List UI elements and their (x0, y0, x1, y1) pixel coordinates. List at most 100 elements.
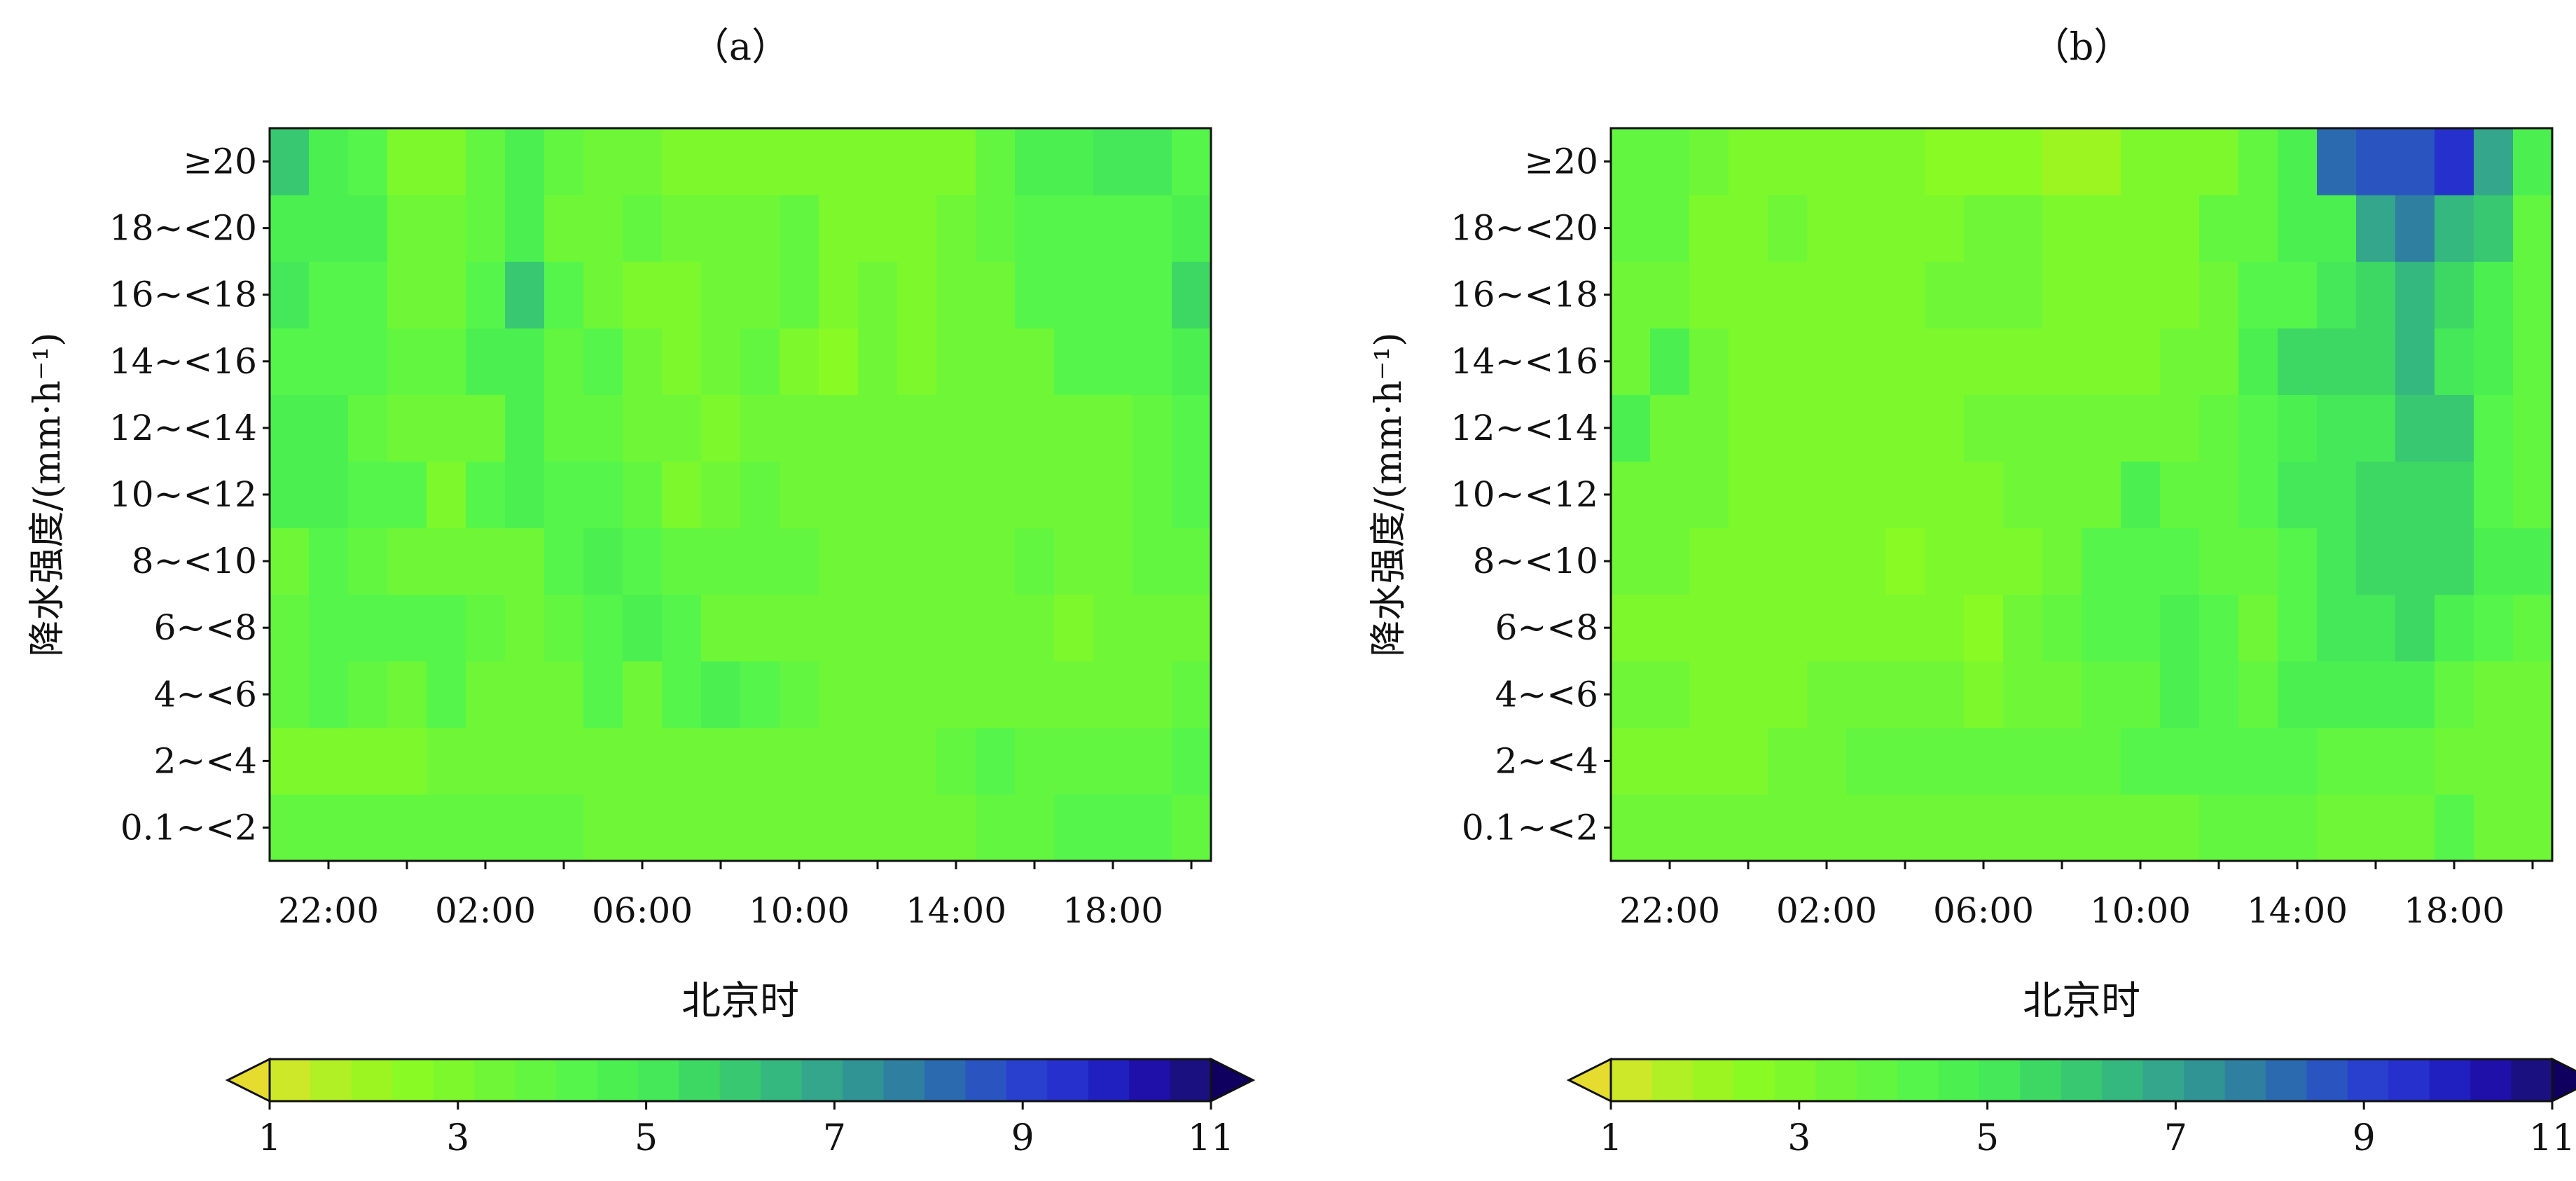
colorbar-bin (2102, 1059, 2144, 1101)
heatmap-cell (1768, 261, 1808, 329)
heatmap-cell (780, 461, 819, 529)
colorbar-bin (1006, 1059, 1048, 1101)
heatmap-cell (583, 794, 623, 862)
y-tick-label: 8~<10 (1473, 541, 1598, 581)
heatmap-cell (2160, 794, 2200, 862)
heatmap-cell (1964, 794, 2004, 862)
heatmap-cell (1807, 195, 1847, 262)
x-tick-label: 18:00 (1062, 890, 1163, 931)
heatmap-cell (1768, 394, 1808, 462)
heatmap-cell (701, 594, 741, 662)
heatmap-cell (544, 661, 584, 728)
heatmap-cell (1611, 394, 1651, 462)
x-tick-label: 06:00 (1933, 890, 2034, 931)
heatmap-cell (387, 661, 427, 728)
heatmap-cell (1611, 328, 1651, 395)
heatmap-cell (1807, 527, 1847, 595)
heatmap-cell (976, 394, 1016, 462)
colorbar-bin (1979, 1059, 2021, 1101)
heatmap-cell (387, 594, 427, 662)
heatmap-cell (1846, 394, 1886, 462)
heatmap-cell (1133, 394, 1172, 462)
heatmap-cell (936, 328, 976, 395)
heatmap-cell (1611, 527, 1651, 595)
heatmap-cell (309, 794, 349, 862)
heatmap-cell (662, 394, 702, 462)
heatmap-cell (544, 394, 584, 462)
heatmap-cell (466, 128, 506, 195)
heatmap-cell (897, 128, 937, 195)
colorbar-bin (1733, 1059, 1775, 1101)
heatmap-cell (662, 128, 702, 195)
heatmap-cell (2395, 394, 2435, 462)
heatmap-cell (897, 261, 937, 329)
heatmap-cell (1054, 195, 1094, 262)
colorbar-bin (761, 1059, 803, 1101)
colorbar-bin (351, 1059, 393, 1101)
heatmap-cell (270, 727, 310, 795)
heatmap-cell (1015, 727, 1055, 795)
colorbar-tick-label: 3 (1787, 1117, 1810, 1159)
heatmap-cell (1054, 794, 1094, 862)
heatmap-cell (1172, 261, 1212, 329)
heatmap-cell (1846, 794, 1886, 862)
heatmap-cell (1807, 328, 1847, 395)
heatmap-cell (1689, 794, 1729, 862)
heatmap-cell (2082, 727, 2121, 795)
heatmap-cell (2199, 527, 2239, 595)
heatmap-cell (387, 394, 427, 462)
heatmap-cell (1964, 261, 2004, 329)
heatmap-cell (858, 328, 898, 395)
heatmap-cell (819, 661, 859, 728)
heatmap-cell (858, 261, 898, 329)
heatmap-cell (2199, 727, 2239, 795)
heatmap-cell (583, 261, 623, 329)
heatmap-cell (505, 461, 545, 529)
heatmap-cell (2317, 461, 2357, 529)
heatmap-cells (1611, 128, 2553, 862)
heatmap-cell (1054, 727, 1094, 795)
x-tick-label: 14:00 (906, 890, 1006, 931)
y-axis-label: 降水强度/(mm·h⁻¹) (1368, 332, 1410, 656)
heatmap-cell (976, 661, 1016, 728)
heatmap-cell (505, 794, 545, 862)
heatmap-cell (1093, 195, 1133, 262)
heatmap-cell (1172, 128, 1212, 195)
colorbar-bin (1815, 1059, 1857, 1101)
heatmap-cell (544, 794, 584, 862)
heatmap-cell (2238, 661, 2278, 728)
heatmap-cell (2003, 794, 2043, 862)
heatmap-cell (270, 195, 310, 262)
heatmap-cell (2121, 261, 2161, 329)
heatmap-cell (2042, 661, 2082, 728)
heatmap-cell (2199, 128, 2239, 195)
heatmap-cell (427, 661, 466, 728)
heatmap-cell (387, 527, 427, 595)
heatmap-cell (427, 261, 466, 329)
colorbar-tick-label: 5 (1976, 1117, 1999, 1159)
heatmap-cell (2082, 394, 2121, 462)
heatmap-cell (2278, 527, 2318, 595)
heatmap-cell (1846, 661, 1886, 728)
heatmap-cell (858, 594, 898, 662)
colorbar-bin (270, 1059, 312, 1101)
x-tick-label: 14:00 (2247, 890, 2348, 931)
heatmap-cell (2395, 727, 2435, 795)
heatmap-cell (1964, 661, 2004, 728)
colorbar-bin (924, 1059, 966, 1101)
heatmap-cell (1172, 328, 1212, 395)
heatmap-cell (505, 527, 545, 595)
colorbar: 1 3 5 7 9 11 (225, 1057, 1256, 1159)
x-tick-label: 02:00 (435, 890, 536, 931)
heatmap-cell (740, 394, 780, 462)
heatmap-cell (2003, 328, 2043, 395)
colorbar-bin (1047, 1059, 1089, 1101)
heatmap-cell (2435, 195, 2474, 262)
y-tick-label: ≥20 (183, 141, 257, 182)
heatmap-cell (544, 594, 584, 662)
heatmap-cell (2278, 261, 2318, 329)
heatmap-cell (1807, 394, 1847, 462)
heatmap-cell (1133, 461, 1172, 529)
heatmap-cell (2238, 195, 2278, 262)
heatmap-cell (387, 261, 427, 329)
